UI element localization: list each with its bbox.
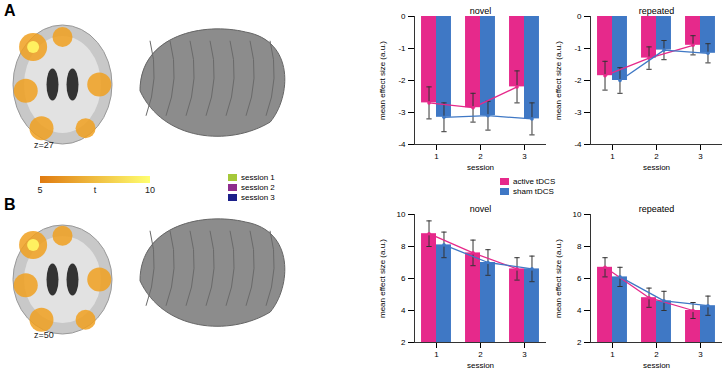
html-text:10: 10	[145, 185, 155, 195]
svg-text:-2: -2	[574, 76, 582, 85]
svg-text:4: 4	[401, 306, 406, 315]
svg-text:repeated: repeated	[639, 6, 675, 16]
svg-text:1: 1	[610, 350, 615, 359]
svg-text:-3: -3	[574, 108, 582, 117]
svg-text:0: 0	[577, 12, 582, 21]
svg-text:1: 1	[434, 350, 439, 359]
html-text:session 1: session 1	[241, 172, 275, 182]
html-text:A: A	[4, 2, 16, 19]
svg-text:8: 8	[401, 242, 406, 251]
svg-text:session: session	[467, 163, 494, 172]
html-text:session 3: session 3	[241, 192, 275, 202]
svg-text:10: 10	[573, 210, 582, 219]
svg-text:2: 2	[478, 152, 483, 161]
svg-text:-3: -3	[398, 108, 406, 117]
svg-text:-1: -1	[574, 44, 582, 53]
html-text:t: t	[93, 185, 97, 195]
svg-text:10: 10	[397, 210, 406, 219]
svg-text:3: 3	[522, 152, 527, 161]
svg-text:6: 6	[401, 274, 406, 283]
svg-text:2: 2	[654, 350, 659, 359]
svg-text:2: 2	[478, 350, 483, 359]
svg-text:-2: -2	[398, 76, 406, 85]
svg-text:mean effect size (a.u.): mean effect size (a.u.)	[378, 239, 387, 318]
svg-text:repeated: repeated	[639, 204, 675, 214]
svg-text:3: 3	[698, 350, 703, 359]
html-text:z=50: z=50	[34, 330, 54, 340]
svg-text:session: session	[643, 163, 670, 172]
svg-text:session: session	[643, 361, 670, 370]
html-text:active tDCS: active tDCS	[513, 176, 556, 186]
svg-text:session: session	[467, 361, 494, 370]
svg-text:-1: -1	[398, 44, 406, 53]
svg-text:3: 3	[698, 152, 703, 161]
svg-text:6: 6	[577, 274, 582, 283]
svg-text:2: 2	[577, 338, 582, 347]
svg-text:novel: novel	[470, 204, 492, 214]
svg-text:4: 4	[577, 306, 582, 315]
svg-text:0: 0	[401, 12, 406, 21]
svg-text:mean effect size (a.u.): mean effect size (a.u.)	[554, 41, 563, 120]
svg-text:1: 1	[610, 152, 615, 161]
html-text:sham tDCS: sham tDCS	[513, 186, 554, 196]
svg-text:1: 1	[434, 152, 439, 161]
html-text:session 2: session 2	[241, 182, 275, 192]
svg-text:3: 3	[522, 350, 527, 359]
svg-text:mean effect size (a.u.): mean effect size (a.u.)	[554, 239, 563, 318]
svg-text:2: 2	[654, 152, 659, 161]
html-text:z=27: z=27	[34, 140, 54, 150]
svg-text:8: 8	[577, 242, 582, 251]
svg-text:-4: -4	[574, 140, 582, 149]
svg-text:novel: novel	[470, 6, 492, 16]
svg-text:2: 2	[401, 338, 406, 347]
svg-text:-4: -4	[398, 140, 406, 149]
html-text:5: 5	[37, 185, 43, 195]
svg-text:mean effect size (a.u.): mean effect size (a.u.)	[378, 41, 387, 120]
html-text:B: B	[4, 196, 16, 213]
